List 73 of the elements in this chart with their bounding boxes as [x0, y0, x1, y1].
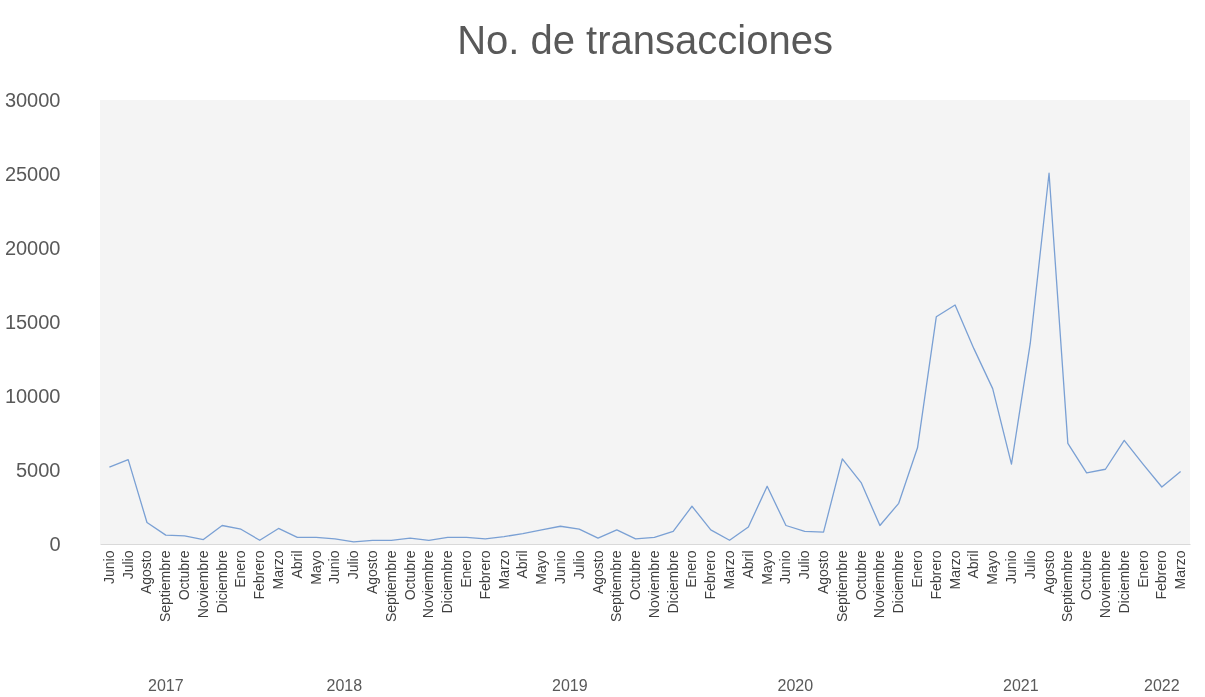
x-tick-label: Enero: [909, 550, 925, 588]
x-tick-label: Febrero: [702, 550, 719, 600]
x-tick-label: Julio: [345, 550, 362, 580]
text: 2017: [147, 677, 184, 694]
chart-title: No. de transacciones: [457, 18, 833, 62]
y-tick-label: 20000: [4, 236, 61, 259]
x-tick-label: Junio: [777, 550, 794, 584]
y-tick-label: 30000: [4, 88, 61, 111]
x-tick-label: Marzo: [1172, 550, 1189, 590]
x-tick-label: Junio: [551, 550, 568, 584]
x-tick-label: Agosto: [364, 550, 380, 595]
x-tick-label: Septiembre: [1059, 550, 1076, 623]
x-tick-label: Enero: [1134, 550, 1151, 588]
x-tick-label: Febrero: [1153, 550, 1170, 600]
y-tick-label: 15000: [4, 310, 61, 333]
x-tick-label: Febrero: [476, 550, 493, 600]
x-tick-label: Mayo: [758, 550, 775, 585]
x-tick-label: Diciembre: [213, 550, 230, 614]
text: 2021: [1003, 677, 1039, 694]
text: 2018: [326, 677, 363, 694]
x-tick-label: Julio: [119, 550, 136, 580]
x-tick-label: Enero: [457, 550, 474, 588]
line-series: [108, 172, 1182, 543]
x-tick-label: Abril: [514, 550, 531, 579]
x-tick-label: Febrero: [251, 550, 268, 600]
x-tick-label: Diciembre: [890, 550, 907, 614]
x-tick-label: Noviembre: [194, 550, 211, 619]
x-tick-label: Abril: [288, 550, 305, 579]
x-tick-label: Octubre: [176, 550, 193, 601]
x-tick-label: Octubre: [401, 550, 418, 601]
x-tick-label: Mayo: [307, 550, 324, 585]
y-tick-label: 25000: [4, 162, 61, 185]
x-tick-label: Agosto: [138, 550, 155, 595]
y-tick-label: 5000: [16, 458, 61, 481]
x-tick-label: Mayo: [533, 550, 550, 585]
x-tick-label: Abril: [739, 550, 756, 579]
x-tick-label: Abril: [965, 550, 982, 579]
x-tick-label: Junio: [1002, 550, 1019, 584]
x-tick-label: Julio: [1021, 550, 1038, 580]
text: 2020: [777, 677, 814, 694]
x-tick-label: Octubre: [852, 550, 869, 601]
x-tick-label: Noviembre: [645, 550, 662, 619]
x-tick-label: Julio: [570, 550, 587, 580]
x-tick-label: Febrero: [927, 550, 944, 600]
y-tick-label: 10000: [4, 384, 61, 407]
x-tick-label: Octubre: [1078, 550, 1095, 601]
x-tick-label: Mayo: [984, 550, 1001, 585]
x-tick-label: Junio: [326, 550, 343, 584]
x-tick-label: Septiembre: [833, 550, 850, 623]
x-tick-label: Diciembre: [664, 550, 681, 614]
x-tick-label: Agosto: [589, 550, 606, 595]
x-tick-label: Marzo: [946, 550, 963, 590]
x-tick-label: Marzo: [721, 550, 738, 590]
x-tick-label: Agosto: [815, 550, 832, 595]
x-tick-label: Agosto: [1040, 550, 1057, 595]
x-tick-label: Noviembre: [420, 550, 437, 619]
x-tick-label: Julio: [796, 550, 813, 580]
x-tick-label: Enero: [683, 550, 700, 588]
text: 2022: [1144, 677, 1180, 694]
x-tick-label: Noviembre: [1096, 550, 1113, 619]
x-tick-label: Junio: [100, 550, 117, 584]
x-tick-label: Diciembre: [1115, 550, 1132, 614]
y-tick-label: 0: [49, 532, 61, 555]
text: 2019: [552, 677, 588, 694]
x-tick-label: Septiembre: [382, 550, 399, 623]
x-tick-label: Diciembre: [439, 550, 456, 614]
x-tick-label: Marzo: [270, 550, 287, 590]
x-tick-label: Noviembre: [871, 550, 888, 619]
x-tick-label: Octubre: [627, 550, 644, 601]
x-tick-label: Enero: [232, 550, 249, 588]
x-tick-label: Septiembre: [608, 550, 625, 623]
x-tick-label: Marzo: [495, 550, 512, 590]
x-tick-label: Septiembre: [157, 550, 174, 623]
